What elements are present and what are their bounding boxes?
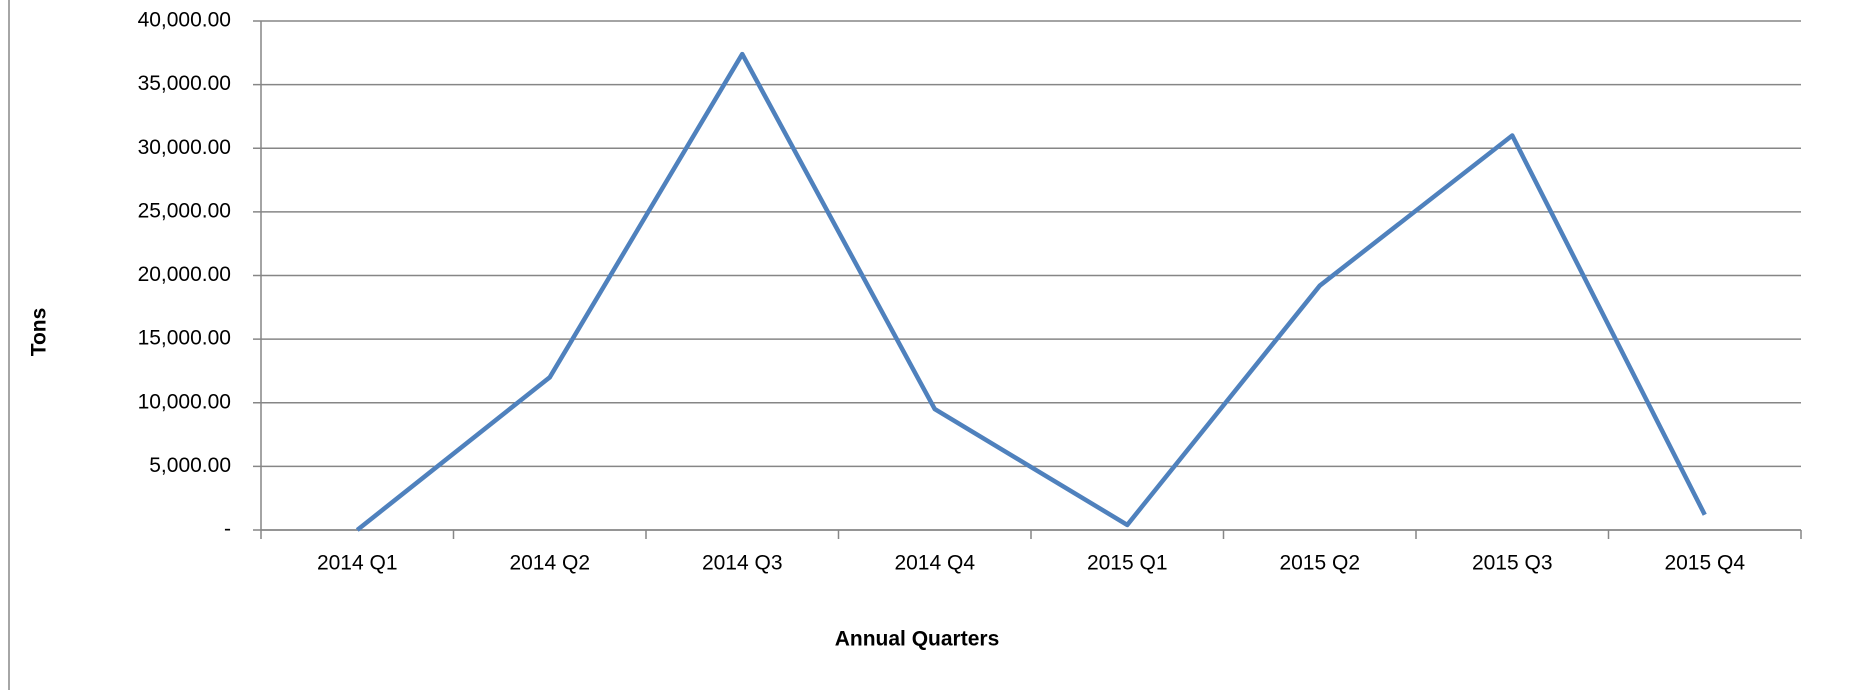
data-line	[355, 51, 1707, 532]
y-tick-label: 40,000.00	[138, 9, 231, 32]
y-axis-title: Tons	[28, 308, 51, 357]
y-tick-label: 10,000.00	[138, 390, 231, 413]
y-tick-label: 35,000.00	[138, 72, 231, 95]
x-tick-label: 2015 Q1	[1087, 552, 1168, 575]
x-tick-label: 2015 Q4	[1664, 552, 1745, 575]
x-tick-label: 2014 Q4	[894, 552, 975, 575]
y-tick-label: 20,000.00	[138, 263, 231, 286]
y-tick-label: 30,000.00	[138, 136, 231, 159]
x-tick-label: 2014 Q2	[509, 552, 590, 575]
x-tick-label: 2014 Q1	[317, 552, 398, 575]
x-tick-label: 2014 Q3	[702, 552, 783, 575]
x-tick-label: 2015 Q2	[1279, 552, 1360, 575]
x-tick-label: 2015 Q3	[1472, 552, 1553, 575]
y-tick-label: 5,000.00	[149, 454, 231, 477]
y-tick-label: 15,000.00	[138, 327, 231, 350]
x-axis-title: Annual Quarters	[835, 628, 1000, 651]
y-tick-label: 25,000.00	[138, 199, 231, 222]
y-tick-label: -	[224, 518, 231, 541]
